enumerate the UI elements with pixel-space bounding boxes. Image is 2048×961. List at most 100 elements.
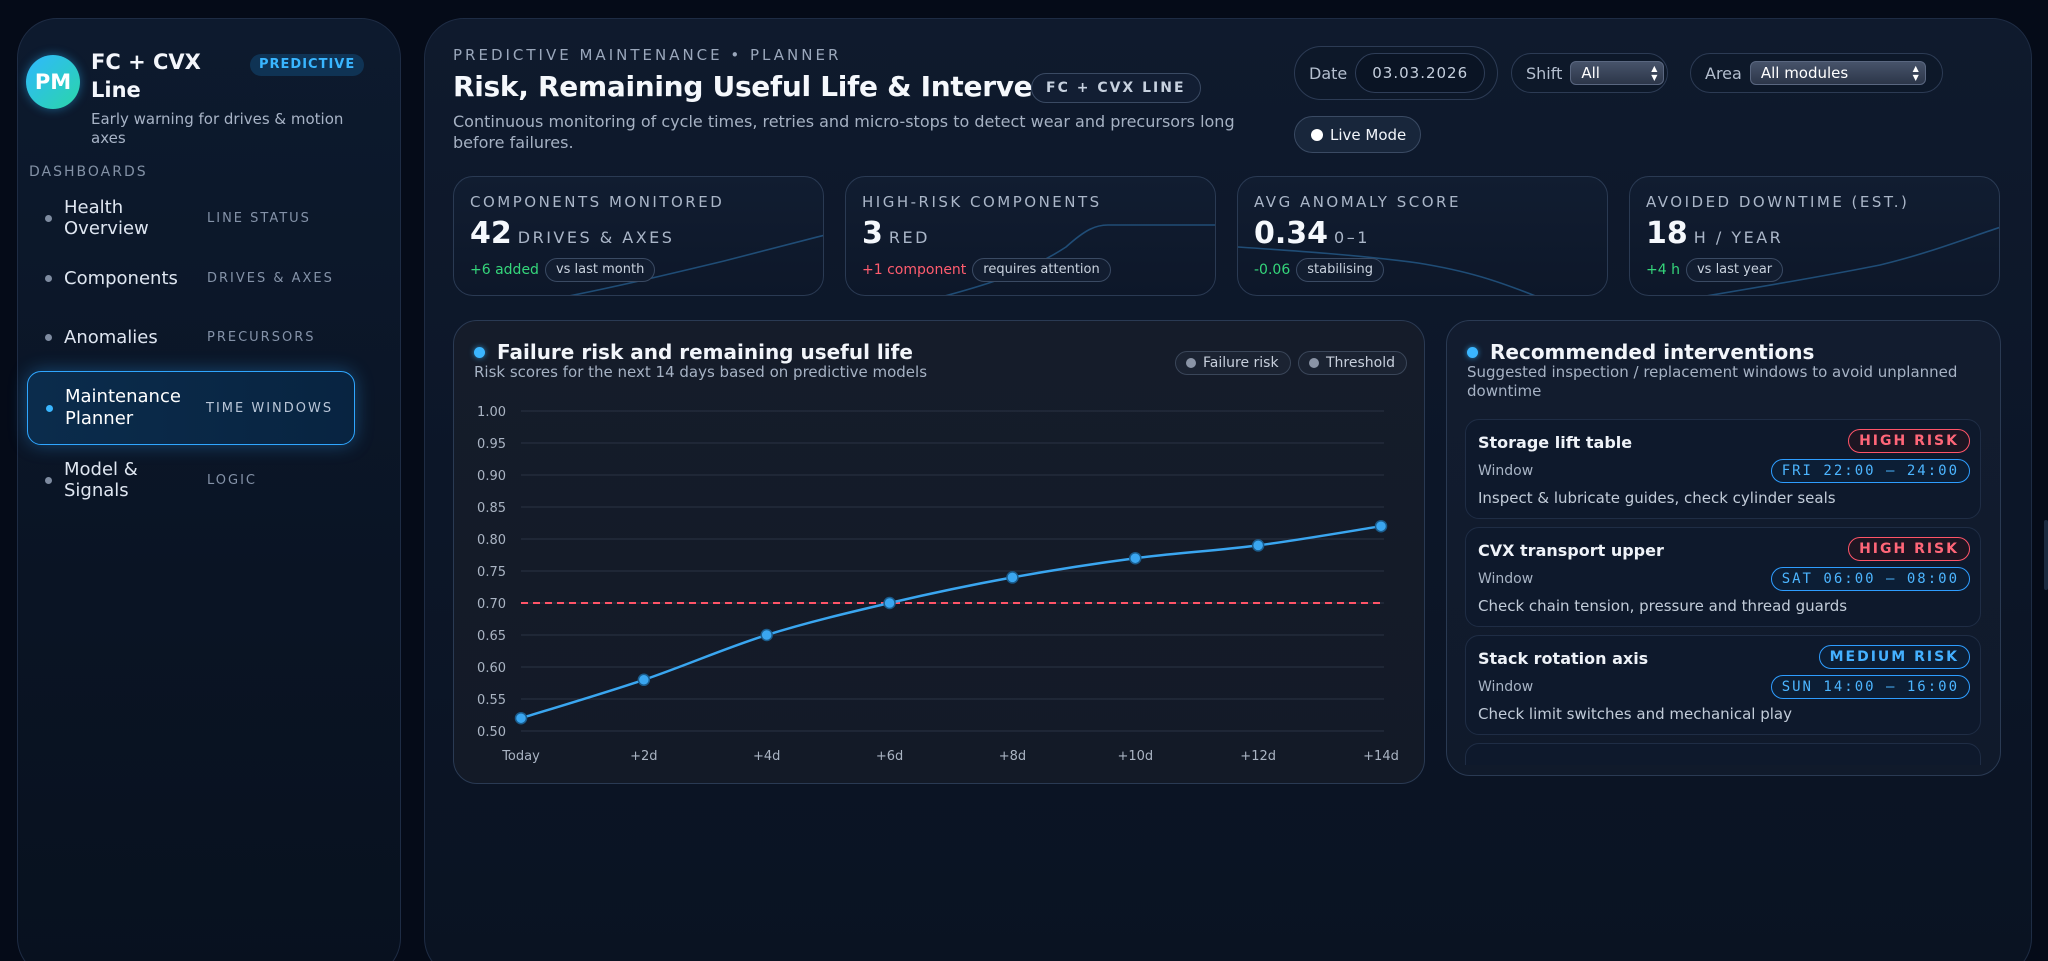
interventions-subtitle: Suggested inspection / replacement windo… <box>1467 363 1958 400</box>
live-mode-toggle[interactable]: Live Mode <box>1294 116 1422 153</box>
sidebar-item-maintenance-planner[interactable]: Maintenance Planner TIME WINDOWS <box>27 371 355 445</box>
select-arrows-icon: ▲ ▼ <box>1912 64 1919 82</box>
kpi-label: AVG ANOMALY SCORE <box>1254 193 1461 211</box>
area-select-value: All modules <box>1760 64 1849 82</box>
legend-label: Threshold <box>1326 355 1395 371</box>
risk-chart-card: 0.50 0.55 0.60 0.65 0.70 0.75 0.80 0.85 0.90 0.95… <box>453 320 1425 784</box>
kpi-label: HIGH-RISK COMPONENTS <box>862 193 1102 211</box>
brand-subtitle: Early warning for drives & motion axes <box>91 110 344 147</box>
kpi-value-row: 18 H / YEAR <box>1646 216 1783 251</box>
chart-subtitle: Risk scores for the next 14 days based o… <box>474 363 928 381</box>
kpi-unit: H / YEAR <box>1693 228 1784 247</box>
kpi-delta: +6 added <box>470 262 539 278</box>
intervention-name: CVX transport upper <box>1478 541 1664 560</box>
kpi-value: 3 <box>862 216 883 251</box>
x-tick-label: +8d <box>999 749 1026 764</box>
sidebar-item-label: Maintenance Planner <box>65 386 181 429</box>
legend-failure-risk[interactable]: Failure risk <box>1175 351 1291 375</box>
interventions-title-text: Recommended interventions <box>1490 340 1815 364</box>
sparkline <box>569 234 823 295</box>
shift-select[interactable]: All ▲ ▼ <box>1570 61 1665 85</box>
kpi-value-row: 3 RED <box>862 216 930 251</box>
risk-badge: HIGH RISK <box>1848 429 1970 453</box>
kpi-value: 42 <box>470 216 512 251</box>
kpi-delta: -0.06 <box>1254 262 1291 278</box>
sparkline <box>1238 246 1536 295</box>
kpi-card-high-risk: HIGH-RISK COMPONENTS 3 RED +1 component r… <box>845 176 1216 296</box>
live-mode-label: Live Mode <box>1330 125 1407 144</box>
kpi-unit: RED <box>888 228 930 247</box>
y-tick-label: 0.90 <box>477 469 506 484</box>
sparkline <box>945 224 1215 295</box>
section-bullet-icon <box>1467 346 1478 358</box>
risk-badge: MEDIUM RISK <box>1818 645 1970 669</box>
window-badge: FRI 22:00 – 24:00 <box>1770 459 1970 483</box>
window-label: Window <box>1478 571 1534 587</box>
window-badge: SAT 06:00 – 08:00 <box>1770 567 1970 591</box>
y-tick-label: 0.75 <box>477 565 506 580</box>
bullet-icon <box>46 404 53 412</box>
area-select[interactable]: All modules ▲ ▼ <box>1749 61 1926 85</box>
y-tick-label: 0.60 <box>477 661 506 676</box>
kpi-card-anomaly-score: AVG ANOMALY SCORE 0.34 0–1 -0.06 stabilis… <box>1237 176 1608 296</box>
interventions-list[interactable]: Storage lift table HIGH RISK Window FRI … <box>1465 419 1981 765</box>
live-indicator-icon <box>1311 128 1323 141</box>
kpi-label: COMPONENTS MONITORED <box>470 193 725 211</box>
kpi-footer: +6 added vs last month <box>470 258 656 282</box>
area-control: Area All modules ▲ ▼ <box>1690 53 1943 93</box>
legend-threshold[interactable]: Threshold <box>1298 351 1407 375</box>
sidebar-item-label: Health Overview <box>64 197 149 239</box>
kpi-value-row: 0.34 0–1 <box>1254 216 1370 251</box>
sidebar-item-label: Anomalies <box>64 326 158 348</box>
kpi-footer: -0.06 stabilising <box>1254 258 1385 282</box>
y-tick-label: 0.95 <box>477 437 506 452</box>
bullet-icon <box>45 476 52 484</box>
kpi-unit: DRIVES & AXES <box>517 228 675 247</box>
y-tick-label: 0.70 <box>477 597 506 612</box>
line-badge: FC + CVX LINE <box>1031 73 1201 103</box>
intervention-item[interactable]: Stack rotation axis MEDIUM RISK Window S… <box>1465 635 1981 735</box>
y-tick-label: 0.65 <box>477 629 506 644</box>
sidebar-item-tag: DRIVES & AXES <box>207 270 334 286</box>
intervention-item[interactable]: Storage lift table HIGH RISK Window FRI … <box>1465 419 1981 519</box>
failure-risk-point <box>1129 551 1142 565</box>
legend-dot-icon <box>1186 358 1196 368</box>
date-label: Date <box>1309 63 1348 83</box>
sidebar-item-anomalies[interactable]: Anomalies PRECURSORS <box>27 307 355 367</box>
kpi-value: 0.34 <box>1254 216 1329 251</box>
sidebar-item-label: Model & Signals <box>64 459 138 501</box>
risk-badge: HIGH RISK <box>1848 537 1970 561</box>
brand-logo: PM <box>26 55 80 109</box>
intervention-item[interactable]: CVX transport upper HIGH RISK Window SAT… <box>1465 527 1981 627</box>
failure-risk-point <box>1374 519 1388 533</box>
sidebar-item-components[interactable]: Components DRIVES & AXES <box>27 248 355 308</box>
x-tick-label: +6d <box>876 749 903 764</box>
page-scrollbar[interactable] <box>2044 520 2048 590</box>
page-eyebrow: PREDICTIVE MAINTENANCE • PLANNER <box>453 46 842 64</box>
intervention-item-partial[interactable] <box>1465 743 1981 765</box>
area-label: Area <box>1705 63 1742 83</box>
nav-heading: DASHBOARDS <box>29 164 148 180</box>
page-description: Continuous monitoring of cycle times, re… <box>453 112 1235 152</box>
sidebar-item-health-overview[interactable]: Health Overview LINE STATUS <box>27 188 355 248</box>
interventions-title: Recommended interventions <box>1467 340 1814 364</box>
sidebar-item-label: Components <box>64 267 178 289</box>
shift-label: Shift <box>1526 63 1563 83</box>
y-tick-label: 0.50 <box>477 725 506 740</box>
x-tick-label: +10d <box>1117 749 1153 764</box>
kpi-unit: 0–1 <box>1334 228 1370 247</box>
bullet-icon <box>45 274 52 282</box>
window-label: Window <box>1478 679 1534 695</box>
failure-risk-point <box>883 596 896 610</box>
failure-risk-point <box>760 628 773 642</box>
kpi-value-row: 42 DRIVES & AXES <box>470 216 674 251</box>
brand-name: FC + CVX Line <box>91 50 201 102</box>
brand-badge: PREDICTIVE <box>250 54 365 76</box>
sidebar-item-tag: PRECURSORS <box>207 329 316 345</box>
intervention-action: Inspect & lubricate guides, check cylind… <box>1478 489 1836 507</box>
sidebar-item-model-signals[interactable]: Model & Signals LOGIC <box>27 450 355 510</box>
date-input[interactable]: 03.03.2026 <box>1355 53 1486 93</box>
intervention-name: Stack rotation axis <box>1478 649 1649 668</box>
x-tick-label: +4d <box>753 749 780 764</box>
kpi-delta: +1 component <box>862 262 967 278</box>
